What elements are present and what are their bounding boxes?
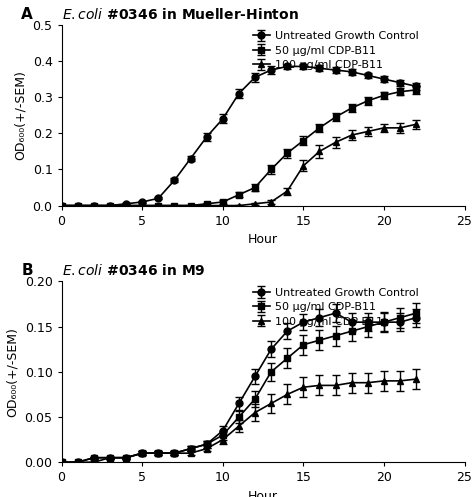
Legend: Untreated Growth Control, 50 μg/ml CDP-B11, 100 μg/ml CDP-B11: Untreated Growth Control, 50 μg/ml CDP-B…	[248, 283, 423, 331]
X-axis label: Hour: Hour	[248, 490, 278, 497]
Y-axis label: OD₆₀₀(+/-SEM): OD₆₀₀(+/-SEM)	[6, 327, 19, 417]
Text: $\it{E. coli}$ #0346 in M9: $\it{E. coli}$ #0346 in M9	[62, 263, 205, 278]
Y-axis label: OD₆₀₀(+/-SEM): OD₆₀₀(+/-SEM)	[14, 70, 27, 160]
Legend: Untreated Growth Control, 50 μg/ml CDP-B11, 100 μg/ml CDP-B11: Untreated Growth Control, 50 μg/ml CDP-B…	[248, 27, 423, 75]
X-axis label: Hour: Hour	[248, 233, 278, 246]
Text: A: A	[21, 7, 33, 22]
Text: $\it{E.coli}$ #0346 in Mueller-Hinton: $\it{E.coli}$ #0346 in Mueller-Hinton	[62, 7, 299, 22]
Text: B: B	[21, 263, 33, 278]
